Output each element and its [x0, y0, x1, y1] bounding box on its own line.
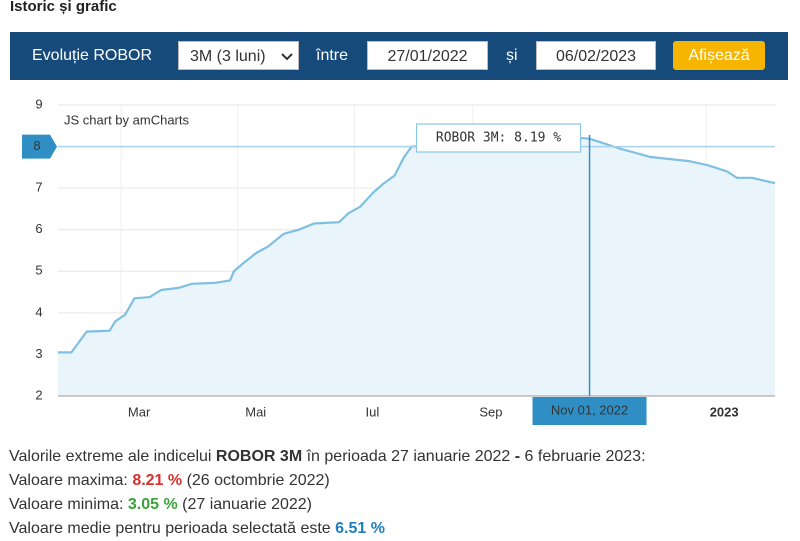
- min-value: 3.05 %: [127, 496, 178, 513]
- cursor-y-box: [22, 134, 57, 159]
- max-value: 8.21 %: [132, 472, 183, 489]
- summary-line: Valoare minima: 3.05 % (27 ianuarie 2022…: [9, 493, 646, 517]
- mean-value: 6.51 %: [335, 520, 385, 537]
- text: Valoare maxima:: [9, 472, 133, 489]
- credit: JS chart by amCharts: [64, 112, 189, 127]
- select-value: 3M (3 luni): [190, 48, 266, 65]
- text: Valorile extreme ale indicelui: [9, 448, 216, 465]
- y-tick-label: 7: [35, 180, 42, 195]
- text: în perioada 27 ianuarie 2022: [302, 448, 515, 465]
- cursor-x-label: Nov 01, 2022: [551, 402, 628, 417]
- y-tick-label: 2: [35, 387, 42, 402]
- tooltip: ROBOR 3M: 8.19 %: [436, 131, 561, 146]
- y-tick-label: 6: [35, 221, 42, 236]
- text: (27 ianuarie 2022): [177, 496, 312, 513]
- from-date[interactable]: 27/01/2022: [367, 41, 488, 70]
- text: Valoare minima:: [9, 496, 128, 513]
- summary-line: Valoare maxima: 8.21 % (26 octombrie 202…: [9, 469, 646, 493]
- section-title: Istoric și grafic: [10, 0, 117, 15]
- text: Valoare medie pentru perioada selectată …: [9, 520, 336, 537]
- chart: 2 3 4 5 6 7 8 9 Mar Mai Iul Sep 2023 JS chart by amCh…: [22, 96, 776, 425]
- summary-line: Valoare medie pentru perioada selectată …: [9, 517, 646, 541]
- and-label: și: [506, 47, 518, 64]
- area: [58, 137, 775, 397]
- between-label: între: [316, 47, 349, 64]
- cursor-x-box: [532, 397, 647, 425]
- y-tick-label: 3: [35, 346, 42, 361]
- x-tick-label: Mai: [245, 404, 266, 419]
- to-date[interactable]: 06/02/2023: [536, 41, 656, 70]
- summary-line: Valorile extreme ale indicelui ROBOR 3M …: [9, 445, 646, 469]
- cursor-y-label: 8: [33, 138, 40, 153]
- text: (26 octombrie 2022): [182, 472, 330, 489]
- chevron: [281, 53, 293, 61]
- x-tick-label: 2023: [710, 404, 739, 419]
- summary: Valorile extreme ale indicelui ROBOR 3M …: [9, 445, 646, 541]
- y-tick-label: 5: [35, 263, 42, 278]
- x-tick-label: Sep: [479, 404, 502, 419]
- filter-bar: Evoluție ROBOR 3M (3 luni) între 27/01/2…: [10, 32, 788, 80]
- index-name: ROBOR 3M: [215, 448, 303, 465]
- show-button[interactable]: Afișează: [673, 41, 765, 70]
- text: 6 februarie 2023:: [520, 448, 646, 465]
- dash: -: [514, 448, 521, 465]
- x-tick-label: Iul: [365, 404, 379, 419]
- y-tick-label: 4: [35, 304, 42, 319]
- filter-label: Evoluție ROBOR: [32, 47, 153, 64]
- x-tick-label: Mar: [128, 404, 151, 419]
- tenor-select[interactable]: 3M (3 luni): [178, 41, 299, 70]
- y-tick-label: 9: [35, 96, 42, 111]
- tooltip-box: [415, 123, 582, 153]
